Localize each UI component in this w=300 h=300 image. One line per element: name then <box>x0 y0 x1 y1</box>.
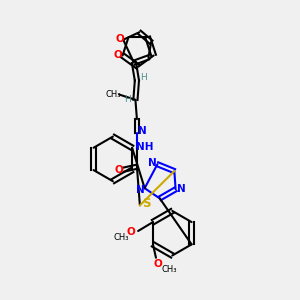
Text: NH: NH <box>136 142 153 152</box>
Text: CH₃: CH₃ <box>162 265 177 274</box>
Text: CH₃: CH₃ <box>106 90 122 99</box>
Text: N: N <box>148 158 156 168</box>
Text: O: O <box>115 34 124 44</box>
Text: O: O <box>126 227 135 238</box>
Text: N: N <box>177 184 185 194</box>
Text: O: O <box>114 50 122 61</box>
Text: O: O <box>115 165 124 175</box>
Text: N: N <box>138 126 147 136</box>
Text: N: N <box>136 185 145 195</box>
Text: H: H <box>140 73 147 82</box>
Text: O: O <box>153 259 162 269</box>
Text: S: S <box>142 197 151 210</box>
Text: CH₃: CH₃ <box>113 233 129 242</box>
Text: H: H <box>124 95 131 104</box>
